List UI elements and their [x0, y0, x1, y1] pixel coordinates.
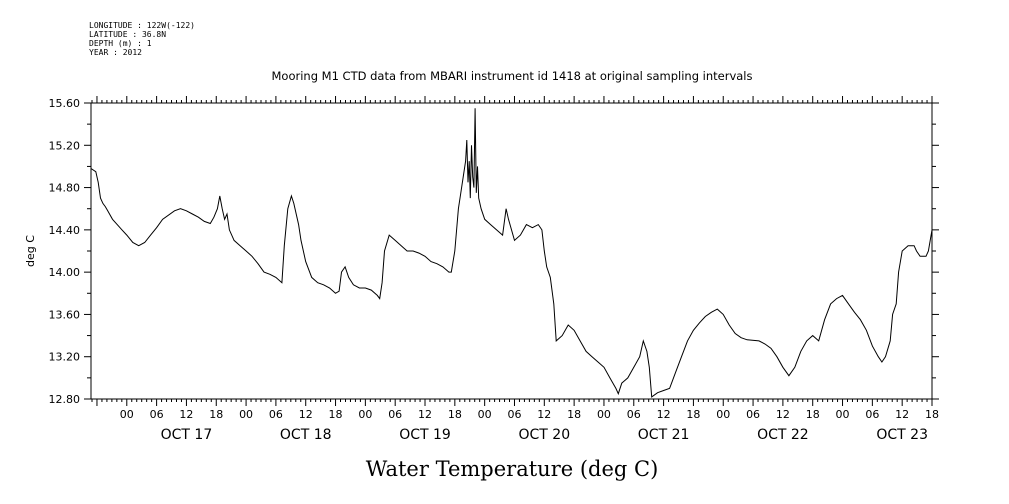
x-hour-label: 06: [627, 408, 641, 421]
x-day-label: OCT 23: [876, 427, 928, 443]
x-hour-label: 00: [716, 408, 730, 421]
header-metadata: LONGITUDE : 122W(-122) LATITUDE : 36.8N …: [89, 21, 195, 57]
plot-frame: [90, 102, 933, 400]
x-hour-label: 06: [388, 408, 402, 421]
x-day-label: OCT 21: [638, 427, 690, 443]
x-hour-label: 18: [329, 408, 343, 421]
y-tick-label: 14.00: [49, 266, 81, 279]
x-hour-label: 12: [299, 408, 313, 421]
x-hour-label: 18: [567, 408, 581, 421]
x-tick-labels: 00 06 12 18 OCT 17 00 06 12 18 OCT 18 00 06 12 18 OCT …: [120, 408, 939, 443]
depth-line: DEPTH (m) : 1: [89, 39, 152, 48]
x-hour-label: 12: [179, 408, 193, 421]
latitude-line: LATITUDE : 36.8N: [89, 30, 167, 39]
x-hour-label: 18: [448, 408, 462, 421]
x-axis-title: Water Temperature (deg C): [366, 457, 659, 481]
x-hour-label: 12: [895, 408, 909, 421]
y-tick-label: 13.60: [49, 308, 81, 321]
year-line: YEAR : 2012: [89, 48, 142, 57]
y-tick-labels: 12.80 13.20 13.60 14.00 14.40 14.80 15.20 15.60: [49, 97, 81, 406]
x-hour-label: 00: [836, 408, 850, 421]
x-day-label: OCT 18: [280, 427, 332, 443]
x-day-label: OCT 17: [161, 427, 213, 443]
y-tick-label: 12.80: [49, 393, 81, 406]
x-day-label: OCT 19: [399, 427, 451, 443]
water-temperature-line: [90, 108, 933, 398]
x-hour-label: 18: [209, 408, 223, 421]
x-hour-label: 18: [806, 408, 820, 421]
x-hour-label: 00: [239, 408, 253, 421]
axis-ticks: [84, 96, 939, 406]
y-tick-label: 15.60: [49, 97, 81, 110]
y-tick-label: 13.20: [49, 351, 81, 364]
x-hour-label: 06: [746, 408, 760, 421]
x-hour-label: 00: [358, 408, 372, 421]
x-hour-label: 00: [120, 408, 134, 421]
x-day-label: OCT 20: [518, 427, 570, 443]
y-tick-label: 14.40: [49, 224, 81, 237]
x-day-label: OCT 22: [757, 427, 809, 443]
x-hour-label: 18: [686, 408, 700, 421]
y-tick-label: 15.20: [49, 139, 81, 152]
x-hour-label: 12: [537, 408, 551, 421]
x-hour-label: 12: [418, 408, 432, 421]
x-hour-label: 12: [657, 408, 671, 421]
x-hour-label: 12: [776, 408, 790, 421]
x-hour-label: 06: [269, 408, 283, 421]
x-hour-label: 00: [478, 408, 492, 421]
x-hour-label: 18: [925, 408, 939, 421]
x-hour-label: 06: [150, 408, 164, 421]
x-hour-label: 06: [507, 408, 521, 421]
chart-title: Mooring M1 CTD data from MBARI instrumen…: [272, 69, 753, 83]
x-hour-label: 06: [865, 408, 879, 421]
y-axis-label: deg C: [24, 235, 37, 267]
x-hour-label: 00: [597, 408, 611, 421]
longitude-line: LONGITUDE : 122W(-122): [89, 21, 195, 30]
y-tick-label: 14.80: [49, 182, 81, 195]
